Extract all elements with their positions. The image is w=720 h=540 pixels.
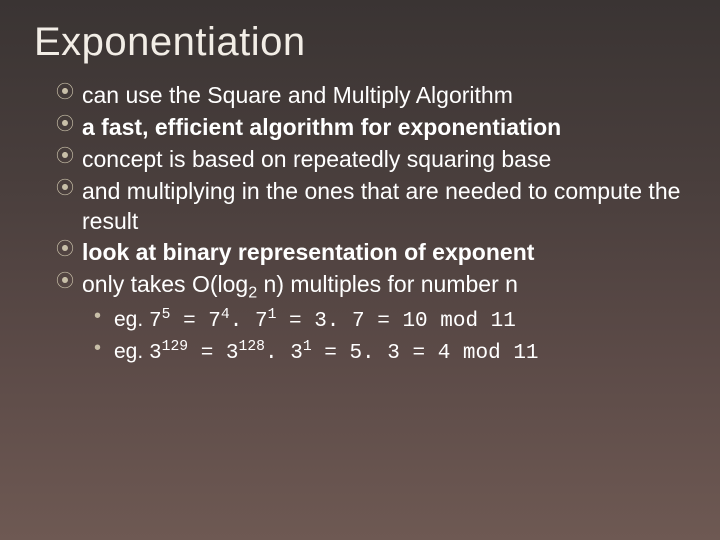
bullet-text: can use the Square and Multiply Algorith…: [82, 82, 513, 108]
expr-result: 10: [402, 310, 427, 333]
expr-exp: 4: [221, 307, 230, 323]
expr-result: 4: [438, 342, 451, 365]
expr-base: 7: [208, 310, 221, 333]
example-label: eg.: [114, 308, 143, 331]
bullet-text: concept is based on repeatedly squaring …: [82, 146, 551, 172]
bullet-item: can use the Square and Multiply Algorith…: [56, 81, 690, 111]
expr-mid: 5. 3: [349, 342, 399, 365]
expr-base: 3: [290, 342, 303, 365]
bullet-item: a fast, efficient algorithm for exponent…: [56, 113, 690, 143]
example-list: eg. 75 = 74. 71 = 3. 7 = 10 mod 11eg. 31…: [92, 300, 690, 367]
bullet-item: concept is based on repeatedly squaring …: [56, 145, 690, 175]
expr-base: 7: [255, 310, 268, 333]
example-item: eg. 3129 = 3128. 31 = 5. 3 = 4 mod 11: [92, 338, 690, 367]
bullet-item: and multiplying in the ones that are nee…: [56, 177, 690, 237]
bullet-item: look at binary representation of exponen…: [56, 238, 690, 268]
slide: Exponentiation can use the Square and Mu…: [0, 0, 720, 540]
bullet-list: can use the Square and Multiply Algorith…: [56, 81, 690, 367]
expr-mid: 3. 7: [314, 310, 364, 333]
expr-base: 3: [226, 342, 239, 365]
expr-mod: 11: [513, 342, 538, 365]
expr-base: 7: [149, 310, 162, 333]
bullet-item-complexity: only takes O(log2 n) multiples for numbe…: [56, 270, 690, 366]
complexity-suffix: n) multiples for number n: [257, 271, 518, 297]
example-item: eg. 75 = 74. 71 = 3. 7 = 10 mod 11: [92, 306, 690, 335]
example-label: eg.: [114, 340, 143, 363]
expr-exp: 5: [162, 307, 171, 323]
expr-exp: 1: [303, 339, 312, 355]
slide-body: can use the Square and Multiply Algorith…: [0, 75, 720, 367]
bullet-text: a fast, efficient algorithm for exponent…: [82, 114, 561, 140]
bullet-text: look at binary representation of exponen…: [82, 239, 534, 265]
example-expression: 3129 = 3128. 31 = 5. 3 = 4 mod 11: [149, 342, 538, 365]
expr-mod: 11: [491, 310, 516, 333]
complexity-prefix: only takes O(log: [82, 271, 248, 297]
expr-exp: 128: [239, 339, 265, 355]
expr-base: 3: [149, 342, 162, 365]
expr-exp: 129: [162, 339, 188, 355]
bullet-text: and multiplying in the ones that are nee…: [82, 178, 680, 234]
expr-exp: 1: [268, 307, 277, 323]
slide-title: Exponentiation: [0, 0, 720, 75]
complexity-sub: 2: [248, 284, 257, 302]
example-expression: 75 = 74. 71 = 3. 7 = 10 mod 11: [149, 310, 516, 333]
